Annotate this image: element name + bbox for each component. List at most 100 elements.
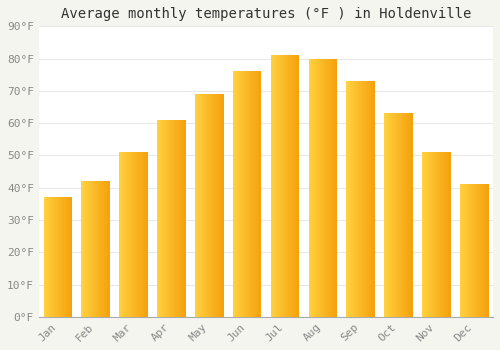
Bar (199, 94, 200, 317)
Bar (275, 55, 276, 317)
Bar (258, 71, 259, 317)
Bar (159, 120, 160, 317)
Bar (320, 58, 321, 317)
Bar (464, 184, 465, 317)
Bar (407, 113, 408, 317)
Bar (167, 120, 168, 317)
Bar (425, 152, 426, 317)
Bar (395, 113, 396, 317)
Bar (385, 113, 386, 317)
Bar (55, 197, 56, 317)
Bar (48, 197, 50, 317)
Bar (48, 197, 49, 317)
Bar (184, 120, 185, 317)
Bar (71, 197, 72, 317)
Bar (211, 94, 212, 317)
Bar (335, 58, 336, 317)
Bar (185, 120, 186, 317)
Bar (60, 197, 62, 317)
Bar (352, 81, 354, 317)
Bar (360, 81, 362, 317)
Title: Average monthly temperatures (°F ) in Holdenville: Average monthly temperatures (°F ) in Ho… (60, 7, 471, 21)
Bar (132, 152, 133, 317)
Bar (470, 184, 472, 317)
Bar (134, 152, 136, 317)
Bar (408, 113, 410, 317)
Bar (443, 152, 444, 317)
Bar (163, 120, 164, 317)
Bar (484, 184, 485, 317)
Bar (253, 71, 254, 317)
Bar (47, 197, 48, 317)
Bar (106, 181, 107, 317)
Bar (122, 152, 124, 317)
Bar (349, 81, 350, 317)
Bar (126, 152, 128, 317)
Bar (423, 152, 424, 317)
Bar (223, 94, 224, 317)
Bar (92, 181, 93, 317)
Bar (398, 113, 399, 317)
Bar (406, 113, 407, 317)
Bar (256, 71, 258, 317)
Bar (92, 181, 94, 317)
Bar (90, 181, 91, 317)
Bar (460, 184, 462, 317)
Bar (280, 55, 281, 317)
Bar (371, 81, 372, 317)
Bar (196, 94, 198, 317)
Bar (424, 152, 425, 317)
Bar (326, 58, 327, 317)
Bar (140, 152, 141, 317)
Bar (169, 120, 170, 317)
Bar (477, 184, 478, 317)
Bar (278, 55, 280, 317)
Bar (400, 113, 401, 317)
Bar (252, 71, 254, 317)
Bar (318, 58, 320, 317)
Bar (204, 94, 205, 317)
Bar (181, 120, 182, 317)
Bar (164, 120, 165, 317)
Bar (479, 184, 480, 317)
Bar (136, 152, 137, 317)
Bar (180, 120, 181, 317)
Bar (289, 55, 290, 317)
Bar (356, 81, 358, 317)
Bar (200, 94, 201, 317)
Bar (248, 71, 250, 317)
Bar (120, 152, 121, 317)
Bar (461, 184, 462, 317)
Bar (58, 197, 59, 317)
Bar (404, 113, 405, 317)
Bar (282, 55, 283, 317)
Bar (354, 81, 355, 317)
Bar (469, 184, 470, 317)
Bar (476, 184, 477, 317)
Bar (284, 55, 285, 317)
Bar (247, 71, 248, 317)
Bar (105, 181, 106, 317)
Bar (441, 152, 442, 317)
Bar (372, 81, 373, 317)
Bar (353, 81, 354, 317)
Bar (310, 58, 311, 317)
Bar (143, 152, 144, 317)
Bar (196, 94, 197, 317)
Bar (69, 197, 70, 317)
Bar (145, 152, 146, 317)
Bar (257, 71, 258, 317)
Bar (440, 152, 441, 317)
Bar (399, 113, 400, 317)
Bar (435, 152, 436, 317)
Bar (311, 58, 312, 317)
Bar (474, 184, 475, 317)
Bar (367, 81, 368, 317)
Bar (386, 113, 388, 317)
Bar (446, 152, 448, 317)
Bar (62, 197, 63, 317)
Bar (130, 152, 132, 317)
Bar (251, 71, 252, 317)
Bar (328, 58, 329, 317)
Bar (107, 181, 108, 317)
